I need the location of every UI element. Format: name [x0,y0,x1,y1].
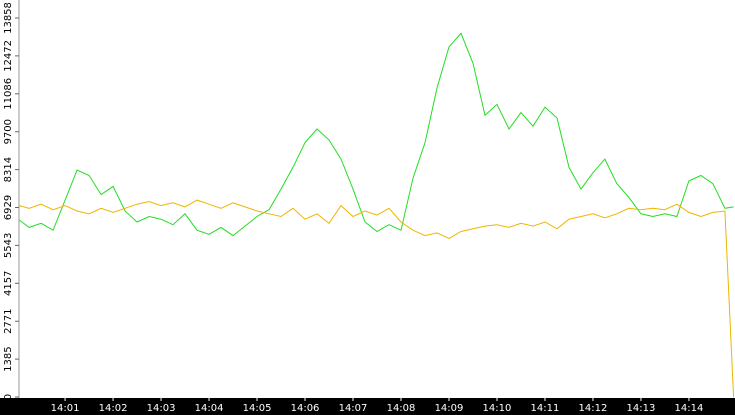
x-tick-label: 14:05 [243,403,272,414]
y-tick-label: 8314 [3,157,14,182]
x-tick-label: 14:14 [675,403,704,414]
x-tick-label: 14:12 [579,403,608,414]
y-tick-label: 11086 [3,78,14,110]
x-tick-label: 14:09 [435,403,464,414]
x-tick-label: 14:08 [387,403,416,414]
x-tick-label: 14:03 [147,403,176,414]
x-tick-label: 14:04 [195,403,224,414]
y-tick-label: 5543 [3,233,14,258]
x-tick-label: 14:10 [483,403,512,414]
y-tick-label: 2771 [3,308,14,333]
y-tick-label: 13858 [3,2,14,34]
x-axis-bar [0,398,735,415]
y-tick-label: 12472 [3,40,14,72]
y-tick-label: 4157 [3,271,14,296]
x-tick-label: 14:06 [291,403,320,414]
series-line [19,32,734,237]
x-tick-label: 14:07 [339,403,368,414]
y-tick-label: 6929 [3,195,14,220]
x-tick-label: 14:13 [627,403,656,414]
y-tick-label: 9700 [3,119,14,144]
y-tick-label: 1385 [3,346,14,371]
x-tick-label: 14:11 [531,403,560,414]
x-tick-label: 14:01 [51,403,80,414]
series-line [19,199,735,398]
x-tick-label: 14:02 [99,403,128,414]
y-tick-label: 0 [3,394,14,400]
